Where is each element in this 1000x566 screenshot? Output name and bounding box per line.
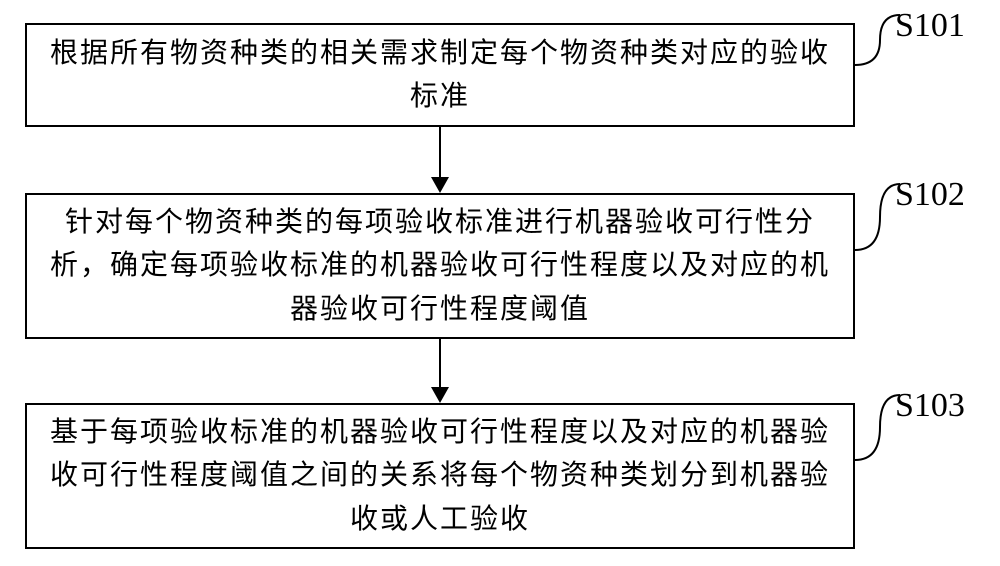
flowchart-canvas: 根据所有物资种类的相关需求制定每个物资种类对应的验收标准 针对每个物资种类的每项… — [0, 0, 1000, 566]
callout-curve-s103 — [0, 0, 1000, 566]
